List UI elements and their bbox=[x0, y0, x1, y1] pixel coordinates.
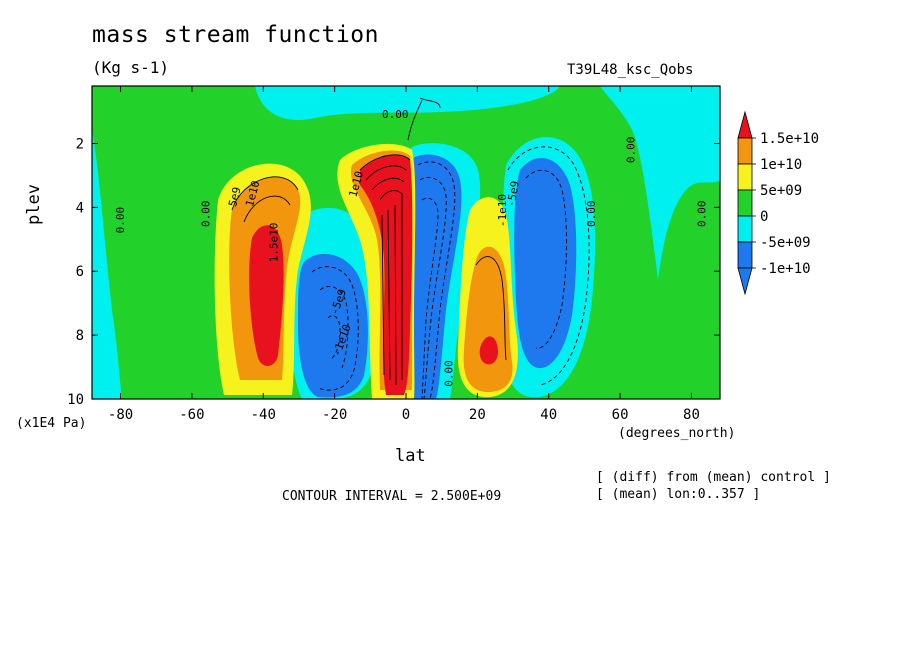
x-tick-label: -40 bbox=[251, 407, 276, 423]
colorbar-label: 1e+10 bbox=[760, 157, 802, 173]
contour-label: 1.5e10 bbox=[268, 223, 281, 263]
contour-label: 0.00 bbox=[200, 201, 213, 228]
contour-label: 0.00 bbox=[114, 207, 127, 234]
colorbar-label: -1e+10 bbox=[760, 261, 811, 277]
neg-shade-sh-edge bbox=[92, 130, 122, 399]
neg-core-nh bbox=[514, 158, 577, 369]
x-tick-label: -60 bbox=[179, 407, 204, 423]
note-diff: [ (diff) from (mean) control ] bbox=[596, 470, 831, 485]
contour-label: -5e9 bbox=[504, 180, 521, 208]
y-tick-label: 4 bbox=[76, 200, 84, 216]
contour-label: 0.00 bbox=[624, 137, 637, 164]
x-tick-label: -20 bbox=[322, 407, 347, 423]
neg-core-eq bbox=[411, 154, 462, 399]
y-axis-ticks: 2 4 6 8 10 bbox=[67, 136, 720, 408]
contour-fill-layer bbox=[92, 86, 720, 399]
contour-label: 0.00 bbox=[585, 201, 598, 228]
colorbar-top-arrow bbox=[737, 110, 753, 139]
neg-shade-nh-upper bbox=[600, 86, 720, 280]
contour-interval: CONTOUR INTERVAL = 2.500E+09 bbox=[282, 489, 502, 504]
x-tick-label: -80 bbox=[108, 407, 133, 423]
contour-label: 0.00 bbox=[382, 108, 409, 121]
x-axis-units: (degrees_north) bbox=[618, 426, 736, 441]
x-tick-label: 60 bbox=[612, 407, 629, 423]
y-tick-label: 10 bbox=[67, 392, 84, 408]
x-tick-label: 40 bbox=[540, 407, 557, 423]
y-tick-label: 2 bbox=[76, 136, 84, 152]
pos-red-sh bbox=[249, 225, 284, 366]
contour-label: 0.00 bbox=[442, 360, 455, 387]
neg-shade-top bbox=[255, 86, 560, 121]
y-axis-units: (x1E4 Pa) bbox=[16, 416, 87, 431]
colorbar-label: 0 bbox=[760, 209, 768, 225]
x-tick-label: 80 bbox=[683, 407, 700, 423]
x-axis-ticks: -80 -60 -40 -20 0 20 40 60 80 bbox=[108, 86, 700, 423]
x-tick-label: 0 bbox=[402, 407, 410, 423]
colorbar-segment bbox=[737, 137, 753, 165]
colorbar-segment bbox=[737, 241, 753, 269]
colorbar-label: -5e+09 bbox=[760, 235, 811, 251]
run-label: T39L48_ksc_Qobs bbox=[567, 62, 694, 78]
pos-red-nh bbox=[479, 336, 498, 365]
chart-title: mass stream function bbox=[92, 22, 379, 48]
pos-orange-nh bbox=[463, 246, 513, 392]
y-tick-label: 6 bbox=[76, 264, 84, 280]
colorbar-segment bbox=[737, 163, 753, 191]
colorbar-segment bbox=[737, 189, 753, 217]
colorbar: 1.5e+10 1e+10 5e+09 0 -5e+09 -1e+10 bbox=[737, 110, 819, 296]
contour-lines bbox=[231, 97, 507, 386]
chart-units: (Kg s-1) bbox=[92, 58, 170, 77]
contour-label: 0.00 bbox=[696, 201, 709, 228]
neg-core-sh bbox=[298, 253, 368, 398]
contour-label: -1e10 bbox=[496, 194, 509, 227]
negative-contour-lines bbox=[311, 146, 590, 399]
y-tick-label: 8 bbox=[76, 328, 84, 344]
x-axis-label: lat bbox=[395, 446, 426, 466]
x-tick-label: 20 bbox=[469, 407, 486, 423]
colorbar-label: 5e+09 bbox=[760, 183, 802, 199]
colorbar-segment bbox=[737, 215, 753, 243]
pos-red-eq bbox=[360, 154, 413, 395]
colorbar-bottom-arrow bbox=[737, 267, 753, 296]
colorbar-label: 1.5e+10 bbox=[760, 131, 819, 147]
note-mean: [ (mean) lon:0..357 ] bbox=[596, 487, 761, 502]
contour-label: 5e9 bbox=[226, 186, 244, 209]
